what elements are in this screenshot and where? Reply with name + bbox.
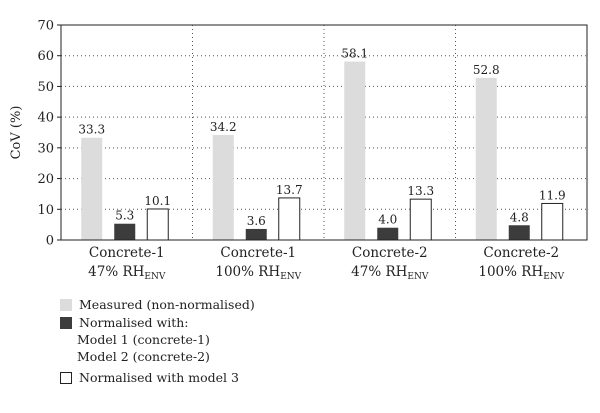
plot-frame <box>60 24 588 241</box>
cov-bar-chart: 33.3 34.2 58.1 52.8 5.3 3.6 4.0 4.8 10.1 13.7 13.3… <box>9 19 588 282</box>
legend-swatch-measured <box>60 299 72 311</box>
x-category-label-2: Concrete-1 <box>220 245 296 261</box>
legend-item-measured: Measured (non-normalised) <box>60 296 255 314</box>
y-axis-label: CoV (%) <box>9 106 24 160</box>
data-label-s3-4: 11.9 <box>539 188 566 202</box>
y-tick-label-10: 10 <box>37 203 54 218</box>
legend-label-measured: Measured (non-normalised) <box>79 296 255 312</box>
bar-s1-1 <box>81 137 103 240</box>
bar-s3-1 <box>146 208 169 241</box>
y-tick-label-60: 60 <box>37 49 54 64</box>
x-category-sublabel-2: 100% RHENV <box>215 264 301 282</box>
x-category-label-4: Concrete-2 <box>483 245 559 261</box>
legend: Measured (non-normalised) Normalised wit… <box>60 296 255 387</box>
legend-item-normalised: Normalised with: <box>60 314 255 332</box>
bar-s2-3 <box>377 227 399 240</box>
legend-item-model3: Normalised with model 3 <box>60 369 255 387</box>
legend-label-normalised: Normalised with: <box>79 314 189 330</box>
grid-lines <box>61 24 587 240</box>
legend-label-model2: Model 2 (concrete-2) <box>77 349 210 365</box>
y-tick-label-20: 20 <box>37 172 54 187</box>
bar-s1-2 <box>212 134 234 240</box>
x-category-subscript-2: ENV <box>280 272 301 282</box>
bar-s2-1 <box>114 223 136 240</box>
legend-label-model1: Model 1 (concrete-1) <box>77 332 210 348</box>
bars: 33.3 34.2 58.1 52.8 5.3 3.6 4.0 4.8 10.1 13.7 13.3… <box>78 47 566 241</box>
data-label-s2-4: 4.8 <box>510 210 529 224</box>
data-label-s2-1: 5.3 <box>115 209 134 223</box>
x-category-label-3: Concrete-2 <box>352 245 428 261</box>
data-label-s1-1: 33.3 <box>78 123 105 137</box>
data-label-s1-4: 52.8 <box>473 63 500 77</box>
legend-sub-model2: Model 2 (concrete-2) <box>60 349 255 366</box>
data-label-s3-2: 13.7 <box>276 183 303 197</box>
legend-sub-model1: Model 1 (concrete-1) <box>60 332 255 349</box>
data-label-s1-3: 58.1 <box>341 47 368 61</box>
bar-s2-4 <box>508 225 530 240</box>
axes: 0 10 20 30 40 50 60 70 Concrete-1 47% RHENV Concre… <box>37 19 588 282</box>
x-category-subscript-4: ENV <box>543 272 564 282</box>
y-tick-label-40: 40 <box>37 111 54 126</box>
bar-s1-4 <box>475 77 497 240</box>
data-label-s1-2: 34.2 <box>210 120 237 134</box>
legend-swatch-normalised <box>60 317 72 329</box>
bar-s3-4 <box>541 202 564 241</box>
y-tick-label-30: 30 <box>37 141 54 156</box>
bar-s2-2 <box>245 228 267 240</box>
y-tick-label-50: 50 <box>37 80 54 95</box>
x-category-sublabel-1: 47% RHENV <box>88 264 166 282</box>
bar-s3-2 <box>278 197 301 241</box>
x-category-subscript-1: ENV <box>144 272 165 282</box>
y-tick-label-70: 70 <box>37 19 54 34</box>
data-label-s3-1: 10.1 <box>144 194 171 208</box>
y-tick-label-0: 0 <box>46 234 54 249</box>
x-category-label-1: Concrete-1 <box>89 245 165 261</box>
legend-swatch-model3 <box>60 372 72 384</box>
x-category-sublabel-3: 47% RHENV <box>351 264 429 282</box>
bar-s3-3 <box>409 198 432 241</box>
data-label-s2-2: 3.6 <box>247 214 266 228</box>
x-category-sublabel-4: 100% RHENV <box>478 264 564 282</box>
legend-label-model3: Normalised with model 3 <box>79 369 239 385</box>
x-category-subscript-3: ENV <box>407 272 428 282</box>
data-label-s3-3: 13.3 <box>407 184 434 198</box>
bar-s1-3 <box>344 61 366 240</box>
data-label-s2-3: 4.0 <box>378 213 397 227</box>
